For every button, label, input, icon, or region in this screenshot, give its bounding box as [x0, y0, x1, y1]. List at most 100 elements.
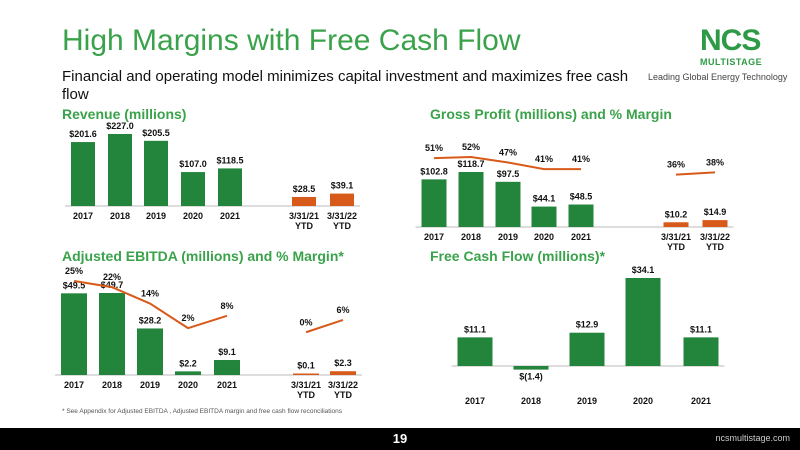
- bar: [568, 204, 594, 227]
- margin-line: [675, 171, 716, 176]
- value-label: $102.8: [420, 166, 448, 176]
- margin-label: 14%: [141, 289, 159, 299]
- category-label: 2020: [633, 396, 653, 406]
- value-label: $12.9: [576, 320, 599, 330]
- bar: [330, 193, 354, 206]
- bar: [99, 293, 125, 375]
- logo-tagline: Leading Global Energy Technology: [648, 72, 788, 82]
- margin-label: 51%: [425, 143, 443, 153]
- category-label: 2018: [110, 211, 130, 221]
- bar: [457, 337, 493, 366]
- revenue-chart-title: Revenue (millions): [62, 106, 187, 122]
- bar: [144, 140, 168, 206]
- margin-label: 0%: [299, 317, 312, 327]
- bar: [218, 168, 242, 206]
- category-label: 3/31/21 YTD: [289, 211, 319, 231]
- category-label: 2017: [73, 211, 93, 221]
- value-label: $9.1: [218, 347, 236, 357]
- fcf-chart-title: Free Cash Flow (millions)*: [430, 248, 606, 264]
- value-label: $28.2: [139, 315, 162, 325]
- logo-sub: MULTISTAGE: [700, 57, 763, 67]
- margin-label: 52%: [462, 142, 480, 152]
- value-label: $10.2: [665, 209, 688, 219]
- bar: [175, 371, 201, 375]
- value-label: $227.0: [106, 121, 134, 131]
- value-label: $11.1: [464, 324, 486, 334]
- bar: [421, 179, 447, 227]
- margin-line: [433, 155, 581, 171]
- category-label: 2018: [461, 232, 481, 242]
- value-label: $118.5: [216, 155, 243, 165]
- bar: [61, 293, 87, 375]
- category-label: 2020: [534, 232, 554, 242]
- margin-label: 2%: [181, 313, 194, 323]
- value-label: $49.5: [63, 280, 86, 290]
- category-label: 2021: [571, 232, 591, 242]
- category-label: 2017: [424, 232, 444, 242]
- bar: [181, 172, 205, 206]
- value-label: $39.1: [331, 181, 354, 191]
- margin-line: [305, 319, 344, 334]
- bar: [702, 220, 728, 227]
- bar: [569, 332, 605, 366]
- category-label: 2020: [178, 380, 198, 390]
- footnote: * See Appendix for Adjusted EBITDA , Adj…: [62, 408, 343, 415]
- value-label: $2.2: [179, 358, 197, 368]
- category-label: 2019: [140, 380, 160, 390]
- value-label: $0.1: [297, 361, 315, 371]
- bar: [330, 371, 356, 375]
- value-label: $201.6: [69, 129, 97, 139]
- bar: [625, 278, 661, 366]
- value-label: $28.5: [293, 184, 316, 194]
- value-label: $14.9: [704, 207, 727, 217]
- category-label: 3/31/22 YTD: [328, 380, 358, 400]
- company-logo: NCS MULTISTAGE Leading Global Energy Tec…: [648, 24, 787, 89]
- page-subtitle: Financial and operating model minimizes …: [62, 68, 629, 103]
- bar: [458, 172, 484, 227]
- bar: [293, 373, 319, 375]
- category-label: 2017: [64, 380, 84, 390]
- gross-profit-chart-title: Gross Profit (millions) and % Margin: [430, 106, 672, 122]
- bar: [495, 181, 521, 227]
- footer-url[interactable]: ncsmultistage.com: [715, 433, 790, 443]
- value-label: $118.7: [457, 159, 484, 169]
- category-label: 2018: [102, 380, 122, 390]
- value-label: $49.7: [101, 280, 124, 290]
- category-label: 2017: [465, 396, 485, 406]
- margin-label: 8%: [220, 301, 233, 311]
- margin-label: 38%: [706, 157, 724, 167]
- page-title: High Margins with Free Cash Flow: [62, 24, 521, 57]
- category-label: 2019: [146, 211, 166, 221]
- bar: [292, 196, 316, 206]
- value-label: $2.3: [334, 358, 352, 368]
- value-label: $44.1: [533, 194, 556, 204]
- category-label: 2021: [220, 211, 240, 221]
- category-label: 2021: [691, 396, 711, 406]
- ebitda-chart-title: Adjusted EBITDA (millions) and % Margin*: [62, 248, 344, 264]
- bar: [71, 142, 95, 206]
- category-label: 3/31/22 YTD: [327, 211, 357, 231]
- bar: [531, 206, 557, 227]
- margin-label: 41%: [572, 154, 590, 164]
- category-label: 2019: [498, 232, 518, 242]
- category-label: 3/31/22 YTD: [700, 232, 730, 252]
- value-label: $34.1: [632, 265, 655, 275]
- value-label: $97.5: [497, 169, 520, 179]
- value-label: $(1.4): [519, 372, 543, 382]
- category-label: 3/31/21 YTD: [661, 232, 691, 252]
- category-label: 2021: [217, 380, 237, 390]
- margin-line: [73, 280, 228, 330]
- logo-name: NCS: [700, 24, 761, 57]
- category-label: 2020: [183, 211, 203, 221]
- margin-label: 6%: [336, 305, 349, 315]
- category-label: 2018: [521, 396, 541, 406]
- bar: [214, 359, 240, 375]
- margin-label: 22%: [103, 272, 121, 282]
- category-label: 3/31/21 YTD: [291, 380, 321, 400]
- margin-label: 41%: [535, 154, 553, 164]
- margin-label: 47%: [499, 148, 517, 158]
